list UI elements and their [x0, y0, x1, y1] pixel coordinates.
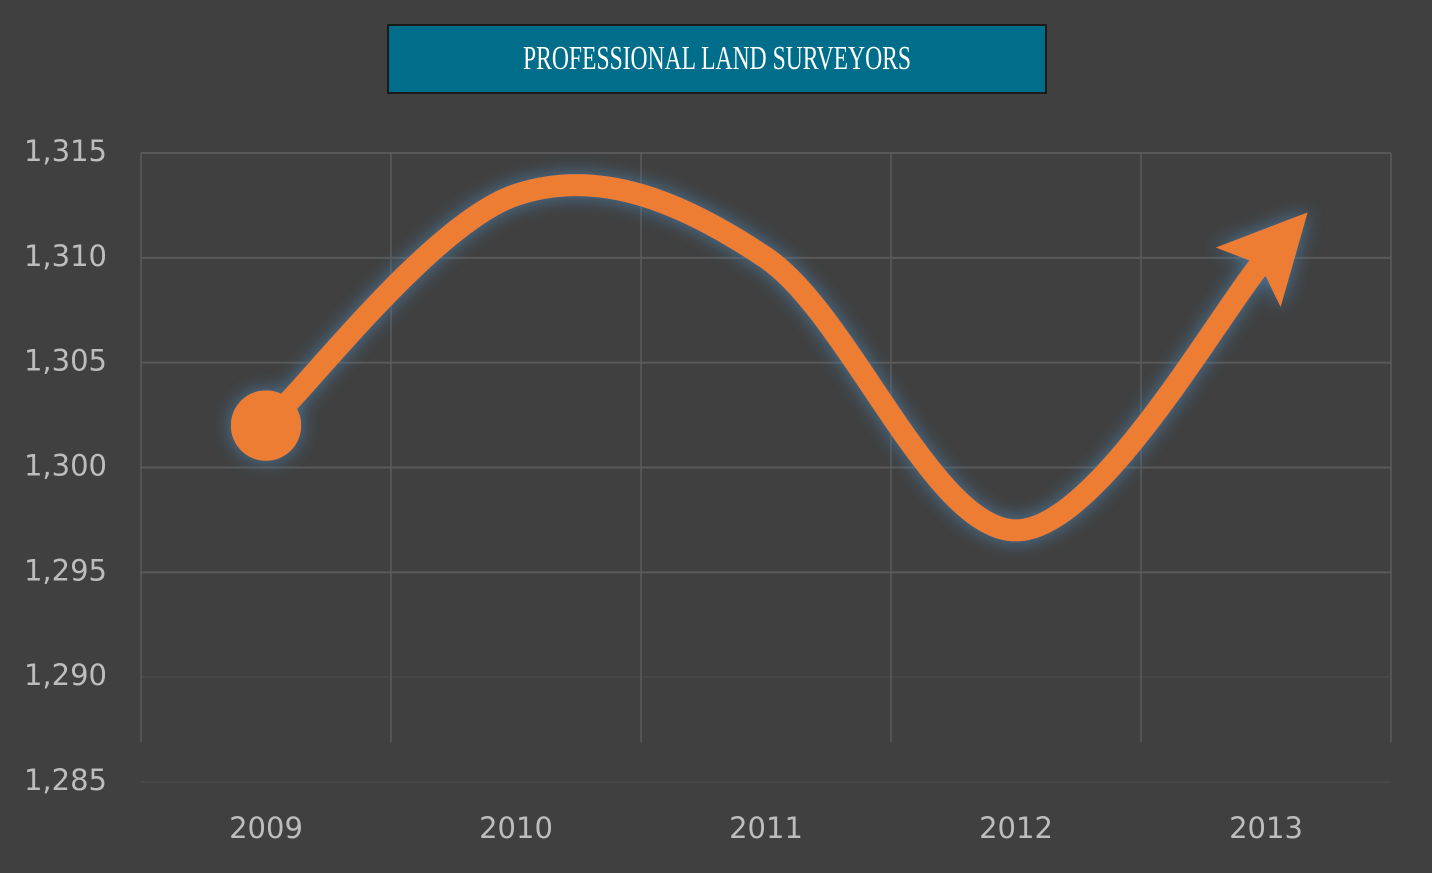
x-tick-label: 2010 — [479, 811, 553, 845]
x-tick-label: 2011 — [729, 811, 803, 845]
y-tick-label: 1,315 — [24, 134, 107, 168]
x-tick-label: 2012 — [979, 811, 1053, 845]
y-tick-label: 1,310 — [24, 239, 107, 273]
series — [230, 174, 1308, 542]
x-tick-label: 2013 — [1229, 811, 1303, 845]
chart-title: PROFESSIONAL LAND SURVEYORS — [523, 40, 911, 77]
x-tick-label: 2009 — [229, 811, 303, 845]
labels: 1,285 1,290 1,295 1,300 1,305 1,310 1,315 2009 2… — [24, 134, 1303, 845]
y-tick-label: 1,290 — [24, 658, 107, 692]
title-box — [387, 24, 1047, 94]
y-tick-label: 1,295 — [24, 553, 107, 587]
line — [230, 174, 1308, 542]
y-tick-label: 1,285 — [24, 763, 107, 797]
plot — [230, 174, 1308, 542]
y-tick-label: 1,300 — [24, 449, 107, 483]
y-tick-label: 1,305 — [24, 344, 107, 378]
